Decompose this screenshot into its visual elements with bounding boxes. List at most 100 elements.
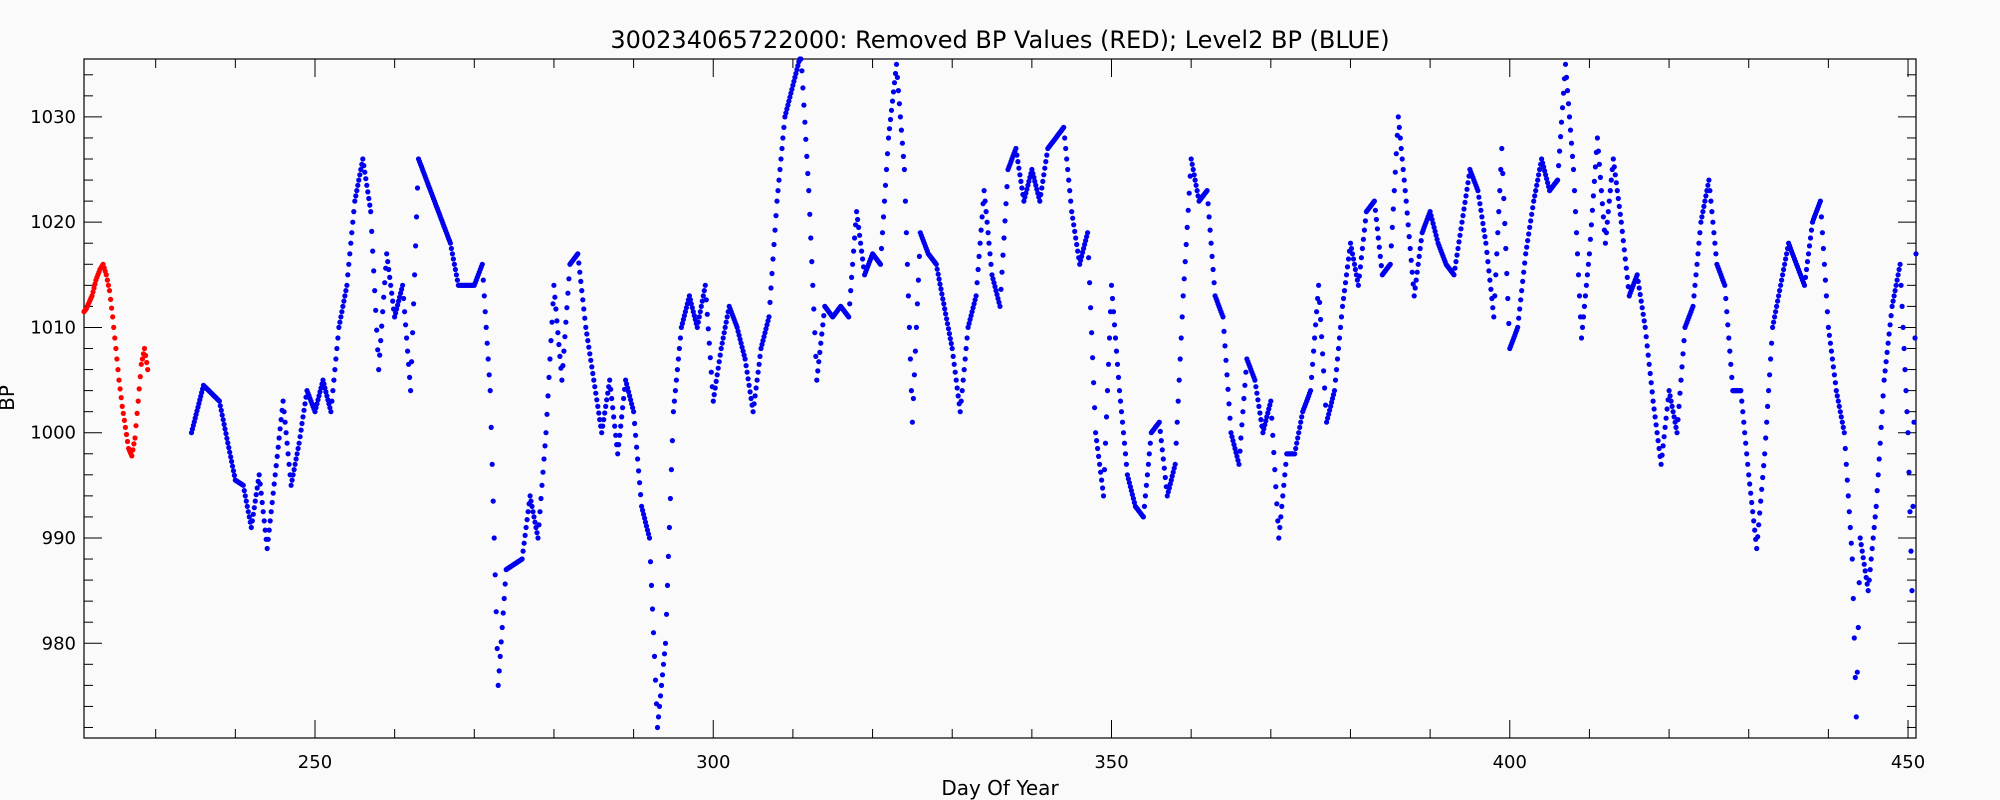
data-point: [688, 301, 694, 307]
data-point: [283, 430, 289, 436]
data-point: [556, 341, 562, 348]
data-point: [1515, 324, 1521, 330]
data-point: [1525, 238, 1531, 244]
data-point: [92, 281, 98, 287]
data-point: [1093, 430, 1099, 436]
data-point: [1913, 251, 1919, 257]
data-point: [1535, 177, 1541, 183]
y-tick-label: 1000: [30, 423, 76, 444]
data-point: [1774, 303, 1780, 309]
data-point: [1614, 188, 1620, 194]
data-point: [641, 511, 647, 517]
data-point: [610, 405, 616, 411]
data-point: [1274, 501, 1280, 507]
data-point: [530, 509, 536, 515]
data-point: [1412, 285, 1418, 291]
removed-series: [81, 261, 151, 459]
data-point: [1355, 282, 1361, 288]
data-point: [342, 293, 348, 299]
data-point: [1067, 188, 1073, 194]
data-point: [256, 472, 262, 478]
data-point: [734, 324, 740, 330]
data-point: [753, 385, 759, 391]
data-point: [625, 385, 631, 391]
data-point: [1417, 245, 1423, 252]
data-point: [1039, 185, 1045, 191]
data-point: [143, 352, 149, 359]
data-point: [130, 447, 136, 453]
data-point: [795, 63, 801, 69]
data-point: [404, 335, 410, 341]
data-point: [1502, 220, 1508, 227]
data-point: [741, 352, 747, 358]
data-point: [821, 313, 827, 319]
data-point: [1497, 188, 1503, 194]
data-point: [1043, 159, 1049, 165]
data-point: [1751, 518, 1757, 524]
data-point: [274, 453, 280, 459]
data-point: [1521, 269, 1527, 275]
data-point: [1540, 160, 1546, 166]
data-point: [943, 311, 949, 317]
data-point: [110, 314, 116, 320]
data-point: [327, 405, 333, 411]
data-point: [490, 498, 496, 504]
data-point: [314, 401, 320, 407]
data-point: [1168, 477, 1174, 483]
data-point: [1206, 214, 1212, 220]
data-point: [757, 353, 763, 359]
data-point: [1170, 469, 1176, 475]
data-point: [1161, 465, 1167, 471]
data-point: [1669, 403, 1675, 409]
data-point: [1117, 398, 1124, 404]
data-point: [113, 345, 119, 352]
data-point: [1777, 288, 1783, 294]
data-point: [1891, 293, 1897, 299]
data-point: [1649, 389, 1655, 395]
data-point: [1191, 172, 1197, 178]
data-point: [1335, 345, 1342, 352]
data-point: [1091, 380, 1097, 386]
data-point: [1621, 247, 1627, 253]
data-point: [320, 377, 326, 383]
data-point: [994, 291, 1000, 298]
data-point: [581, 306, 587, 312]
data-point: [1393, 151, 1399, 157]
data-point: [1326, 411, 1332, 417]
data-point: [1847, 524, 1853, 531]
data-point: [1374, 226, 1380, 232]
data-point: [1069, 209, 1075, 215]
data-point: [519, 556, 525, 562]
data-point: [397, 294, 403, 300]
data-point: [1418, 238, 1424, 244]
data-point: [770, 256, 776, 262]
data-point: [374, 327, 380, 333]
data-point: [528, 498, 534, 504]
data-point: [1558, 119, 1565, 125]
data-point: [1090, 355, 1096, 361]
data-point: [411, 301, 417, 307]
data-point: [1894, 277, 1900, 283]
data-point: [996, 299, 1002, 305]
data-point: [1637, 291, 1643, 298]
data-point: [1492, 293, 1498, 299]
data-point: [786, 98, 792, 104]
data-point: [630, 405, 636, 411]
data-point: [1724, 309, 1730, 315]
data-point: [241, 488, 247, 494]
data-point: [1026, 178, 1032, 184]
data-point: [1573, 230, 1580, 236]
data-point: [1204, 188, 1210, 194]
data-point: [629, 401, 635, 407]
data-point: [1327, 407, 1333, 413]
data-point: [1207, 227, 1213, 233]
data-point: [1574, 251, 1581, 257]
data-point: [1350, 256, 1357, 262]
data-point: [534, 530, 540, 536]
data-point: [847, 301, 853, 307]
data-point: [1088, 305, 1094, 311]
data-point: [1754, 545, 1760, 552]
data-point: [756, 361, 762, 367]
data-point: [1341, 288, 1348, 294]
data-point: [696, 314, 702, 320]
